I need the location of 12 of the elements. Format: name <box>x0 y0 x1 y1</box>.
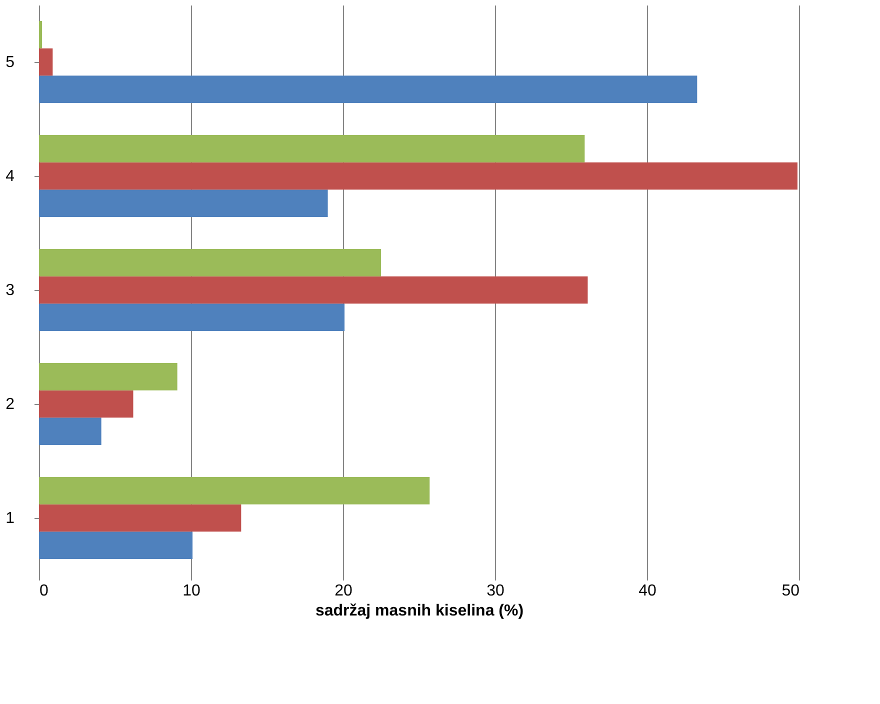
x-tick-label: 30 <box>486 582 504 600</box>
x-tick-label: 20 <box>334 582 352 600</box>
y-tick-label: 4 <box>6 168 15 185</box>
y-tick-label: 5 <box>6 54 15 71</box>
x-tick-label: 40 <box>638 582 656 600</box>
x-tick-label: 50 <box>782 582 800 600</box>
y-tick-label: 1 <box>6 510 15 527</box>
x-axis-title: sadržaj masnih kiselina (%) <box>315 602 524 620</box>
x-tick-label: 10 <box>182 582 200 600</box>
y-tick-label: 3 <box>6 282 15 299</box>
y-tick-label: 2 <box>6 396 15 413</box>
x-tick-label: 0 <box>40 582 48 600</box>
